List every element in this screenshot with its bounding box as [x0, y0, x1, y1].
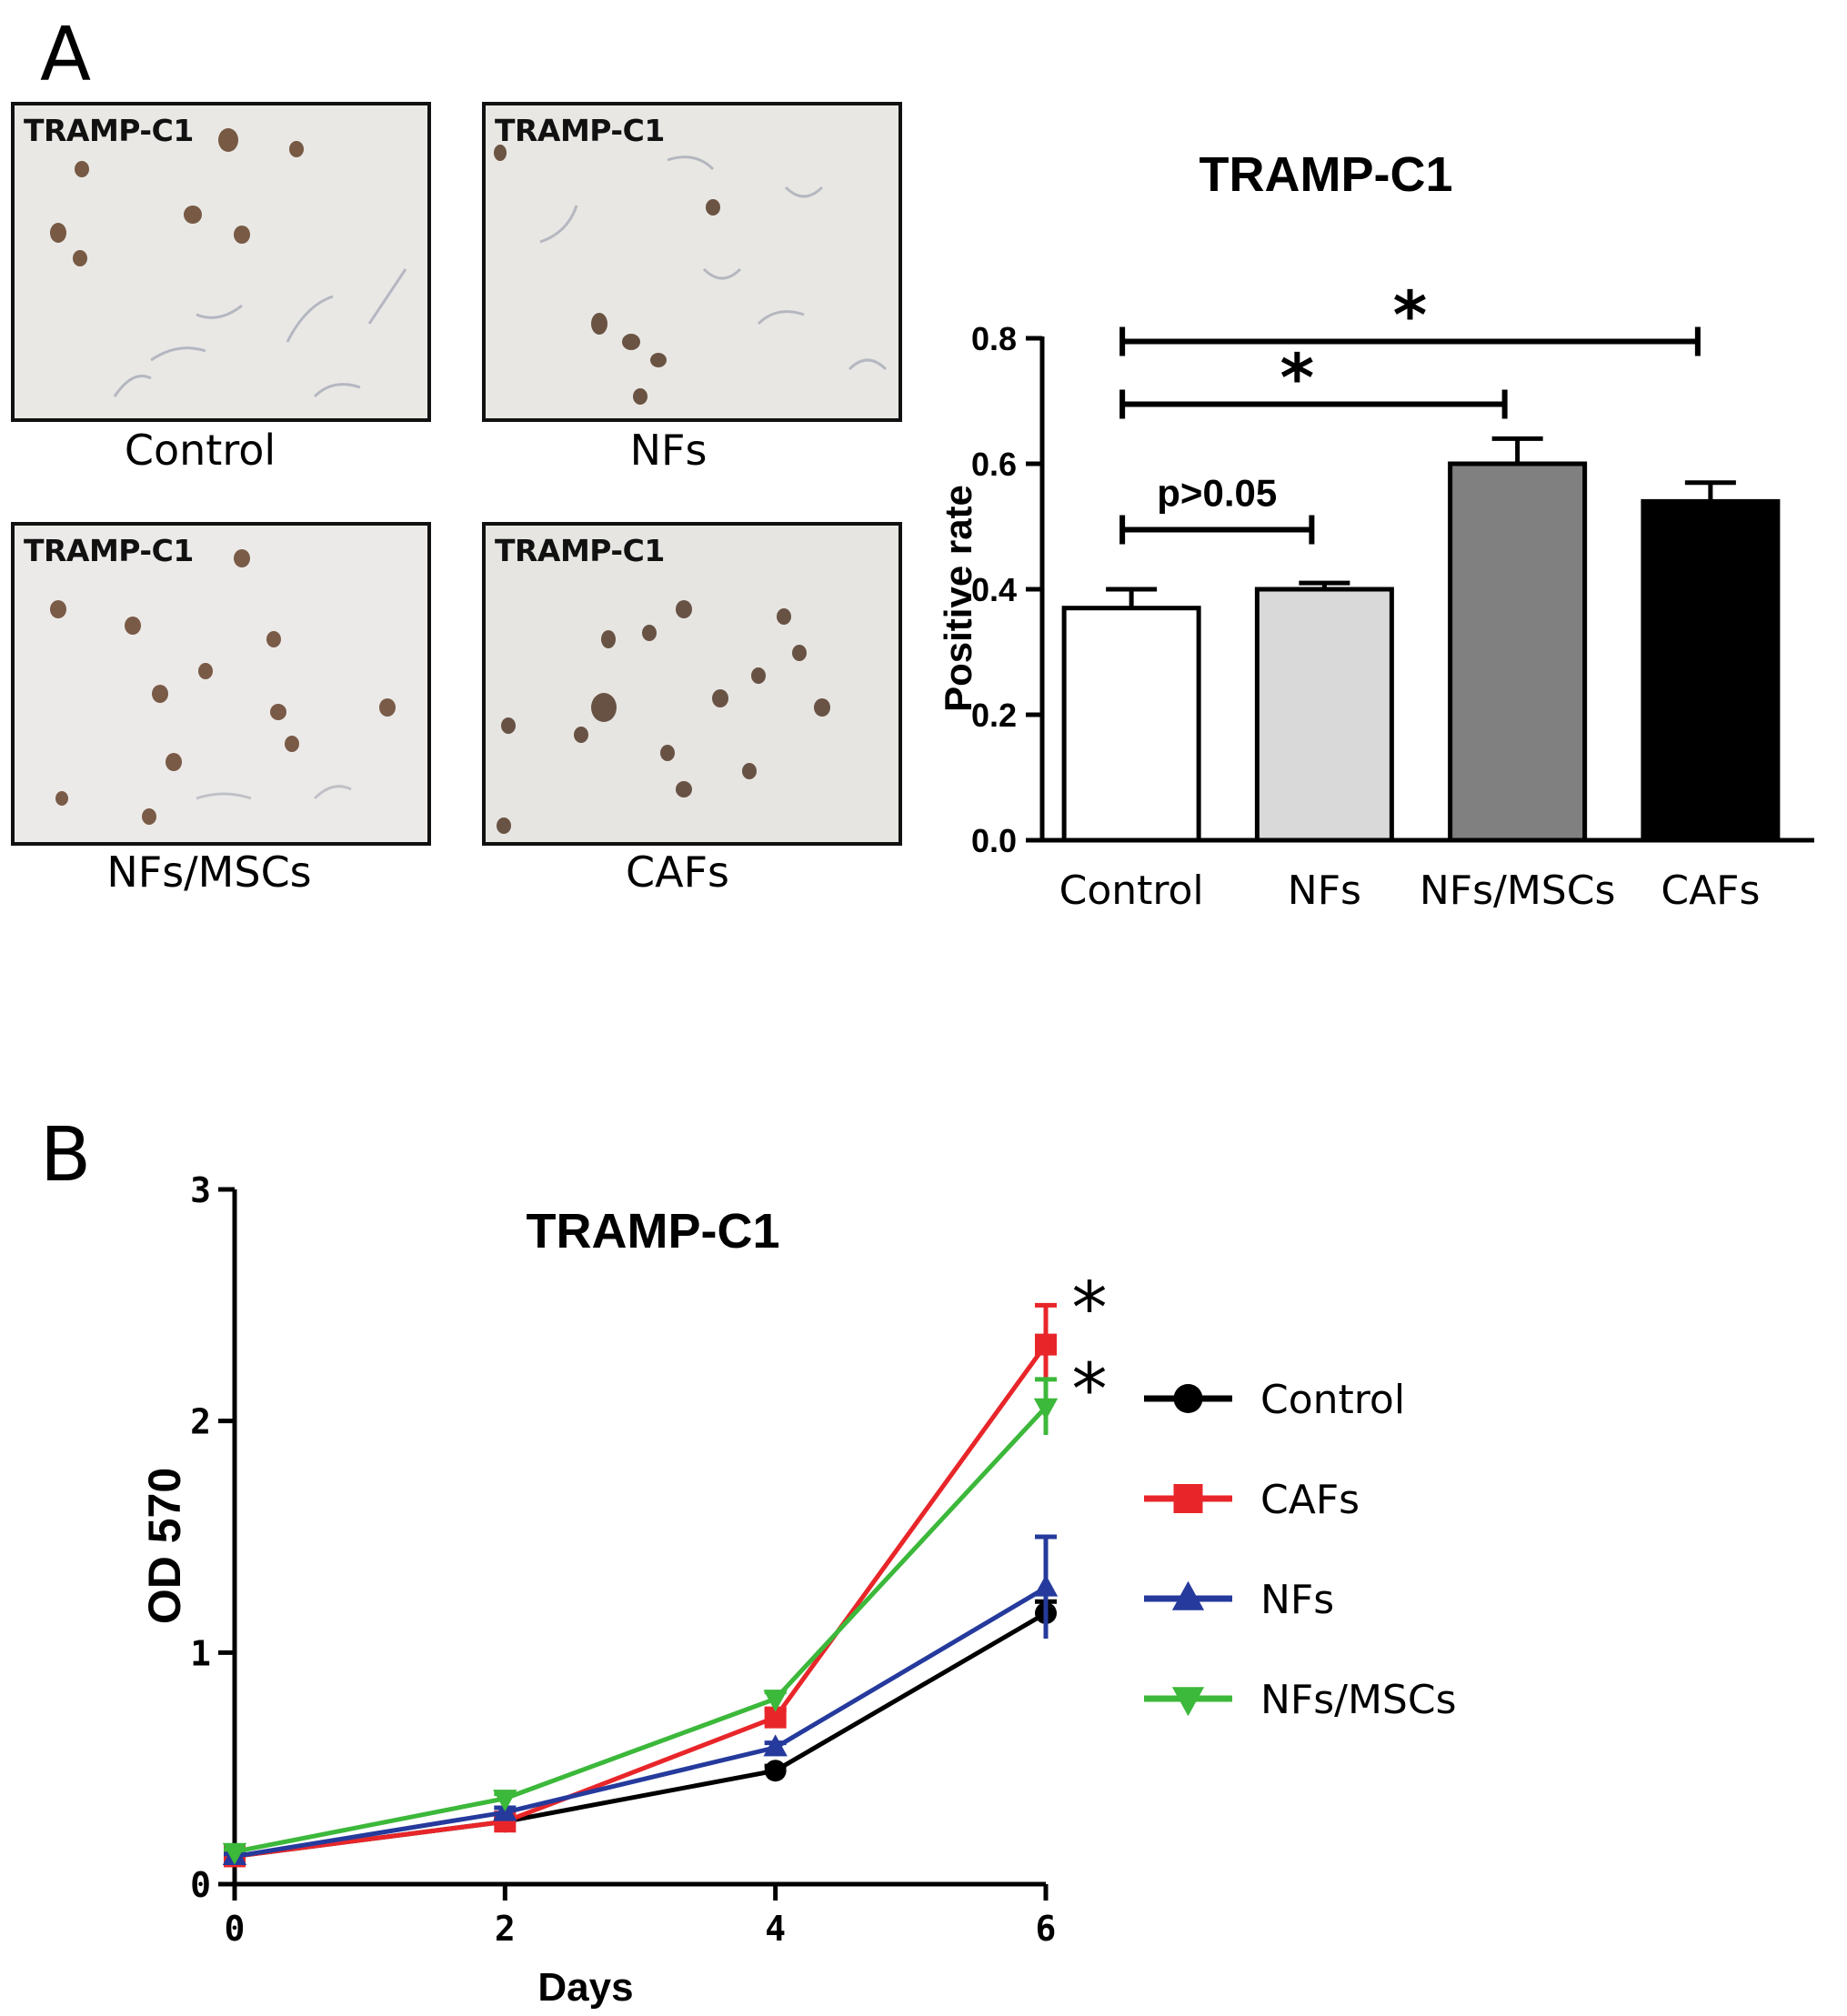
y-tick-label: 0: [190, 1865, 211, 1905]
legend-label: NFs/MSCs: [1260, 1677, 1457, 1723]
data-point: [1035, 1333, 1057, 1356]
series-line: [234, 1610, 1048, 1859]
significance-star: *: [1393, 276, 1428, 353]
chart-title: TRAMP-C1: [527, 1204, 780, 1259]
data-point: [1173, 1484, 1203, 1513]
panel-a-label: A: [40, 12, 92, 98]
x-tick-label: NFs: [1288, 868, 1361, 914]
y-tick-label: 0.4: [971, 571, 1017, 608]
micrograph-nfs-mscs: TRAMP-C1: [11, 522, 431, 846]
significance-bracket: *: [1119, 339, 1508, 419]
legend-label: Control: [1260, 1377, 1405, 1423]
data-point: [222, 1842, 247, 1865]
series-nfs-mscs: [222, 1377, 1059, 1865]
micrograph-nfs: TRAMP-C1: [482, 102, 902, 422]
x-axis-label: Days: [537, 1965, 633, 2010]
data-point: [1033, 1398, 1059, 1420]
chart-title: TRAMP-C1: [1200, 147, 1453, 202]
y-axis-label: OD 570: [139, 1468, 190, 1624]
y-tick-label: 0.6: [971, 446, 1017, 483]
series-nfs: [222, 1534, 1059, 1866]
legend-item-cafs: CAFs: [1144, 1477, 1360, 1523]
significance-label: p>0.05: [1157, 471, 1277, 514]
series-line: [234, 1405, 1048, 1854]
series-line: [234, 1343, 1049, 1859]
micrograph-caption-nfs: NFs: [629, 426, 708, 475]
significance-star: *: [1072, 1349, 1108, 1431]
panel-b-label: B: [40, 1112, 92, 1199]
micrograph-control-image: [15, 105, 427, 418]
legend-item-nfs: NFs: [1144, 1577, 1334, 1623]
micrograph-label: TRAMP-C1: [495, 533, 665, 568]
y-tick-label: 0.0: [971, 822, 1017, 859]
x-tick-label: NFs/MSCs: [1420, 868, 1616, 914]
y-tick-label: 1: [190, 1633, 211, 1673]
data-point: [1171, 1580, 1205, 1610]
x-tick-label: Control: [1059, 868, 1204, 914]
micrograph-label: TRAMP-C1: [24, 113, 194, 148]
bar-control: [1061, 606, 1201, 843]
data-point: [764, 1760, 787, 1782]
micrograph-caption-nfs-mscs: NFs/MSCs: [106, 848, 312, 897]
bar-chart: TRAMP-C1 Positive rate 0.0 0.2 0.4 0.6 0.8 Cont…: [937, 147, 1814, 914]
micrograph-caption-cafs: CAFs: [625, 848, 729, 897]
legend-label: NFs: [1260, 1577, 1334, 1623]
bar-nfs-mscs: [1448, 461, 1588, 843]
data-point: [1171, 1687, 1205, 1717]
series-cafs: [224, 1302, 1057, 1868]
micrograph-label: TRAMP-C1: [24, 533, 194, 568]
y-tick-label: 0.2: [971, 697, 1017, 734]
legend-item-nfs-mscs: NFs/MSCs: [1144, 1677, 1457, 1723]
y-tick-label: 3: [190, 1170, 211, 1210]
y-tick-label: 2: [190, 1402, 211, 1442]
micrograph-label: TRAMP-C1: [495, 113, 665, 148]
micrograph-nfs-mscs-image: [15, 526, 427, 842]
micrograph-control: TRAMP-C1: [11, 102, 431, 422]
y-tick-label: 0.8: [971, 320, 1017, 357]
data-point: [1173, 1384, 1203, 1413]
x-tick-label: 4: [765, 1909, 786, 1949]
legend-label: CAFs: [1260, 1477, 1360, 1523]
micrograph-cafs-image: [486, 526, 898, 842]
data-point: [763, 1734, 788, 1757]
significance-bracket: *: [1119, 276, 1701, 356]
data-point: [763, 1690, 788, 1712]
x-tick-label: 0: [225, 1909, 246, 1949]
data-point: [493, 1790, 517, 1812]
micrograph-nfs-image: [486, 105, 898, 418]
significance-star: *: [1280, 339, 1315, 416]
bar-cafs: [1641, 498, 1781, 843]
bar-nfs: [1254, 587, 1394, 843]
series-line: [234, 1585, 1048, 1859]
micrograph-cafs: TRAMP-C1: [482, 522, 902, 846]
x-tick-label: 6: [1036, 1909, 1057, 1949]
data-point: [1033, 1574, 1059, 1597]
y-axis-label: Positive rate: [937, 485, 979, 712]
legend-item-control: Control: [1144, 1377, 1405, 1423]
significance-star: *: [1072, 1268, 1108, 1349]
x-tick-label: CAFs: [1661, 868, 1760, 914]
significance-bracket: p>0.05: [1119, 471, 1315, 545]
x-tick-label: 2: [495, 1909, 516, 1949]
micrograph-caption-control: Control: [124, 426, 276, 475]
